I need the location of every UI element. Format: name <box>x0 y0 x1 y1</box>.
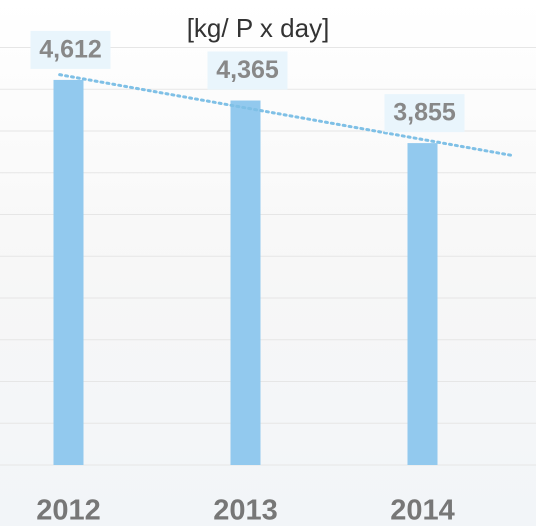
bar <box>231 101 261 465</box>
x-tick-label: 2014 <box>390 495 455 526</box>
page: {"chart_data": {"type": "bar", "title": … <box>0 0 536 526</box>
value-label: 3,855 <box>393 99 456 127</box>
value-label: 4,365 <box>216 56 279 84</box>
x-tick-label: 2013 <box>213 495 278 526</box>
value-label: 4,612 <box>39 36 102 64</box>
bar <box>54 80 84 465</box>
x-tick-label: 2012 <box>36 495 101 526</box>
bar <box>408 143 438 465</box>
chart-title: [kg/ P x day] <box>187 13 330 43</box>
chart: [kg/ P x day] 2012 2013 2014 4,612 4,365 3,85… <box>0 0 536 526</box>
